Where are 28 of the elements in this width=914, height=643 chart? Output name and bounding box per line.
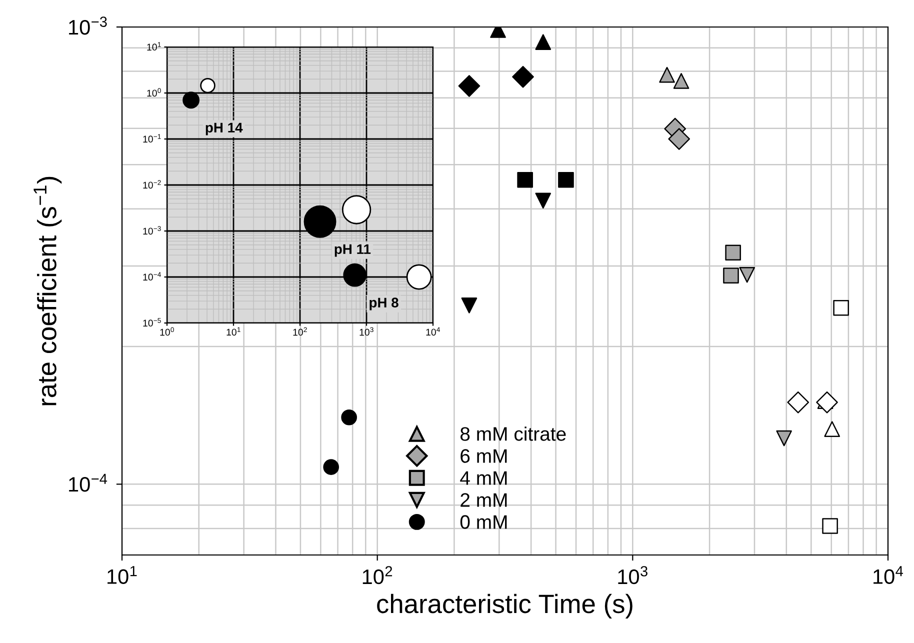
x-tick-label: 10$^{2}$ bbox=[293, 327, 307, 336]
x-tick-label: 10$^{4}$ bbox=[874, 566, 904, 584]
y-tick-label: 10$^{1}$ bbox=[147, 42, 161, 51]
legend-label: 4 mM bbox=[460, 471, 507, 485]
y-tick-label: 10$^{−4}$ bbox=[143, 272, 161, 281]
annotation: pH 11 bbox=[334, 244, 371, 257]
x-tick-label: 10$^{1}$ bbox=[226, 327, 240, 336]
annotation: pH 14 bbox=[206, 122, 243, 136]
y-tick-label: 10$^{−3}$ bbox=[69, 16, 107, 35]
x-tick-label: 10$^{2}$ bbox=[362, 566, 392, 584]
y-tick-label: 10$^{−4}$ bbox=[69, 474, 108, 492]
annotation: pH 8 bbox=[370, 298, 398, 310]
y-tick-label: 10$^{−2}$ bbox=[143, 180, 161, 189]
y-tick-label: 10$^{−1}$ bbox=[143, 134, 161, 143]
y-axis-title: rate coefficient (s$^{−1}$) bbox=[34, 176, 62, 406]
legend-label: 6 mM bbox=[460, 449, 507, 463]
x-tick-label: 10$^{3}$ bbox=[360, 327, 374, 336]
y-tick-label: 10$^{−3}$ bbox=[143, 226, 161, 235]
x-axis-title: characteristic Time (s) bbox=[377, 594, 632, 618]
legend-label: 8 mM citrate bbox=[460, 426, 566, 441]
y-tick-label: 10$^{−5}$ bbox=[143, 318, 161, 327]
x-tick-label: 10$^{3}$ bbox=[618, 566, 648, 584]
legend-label: 0 mM bbox=[460, 515, 507, 529]
x-tick-label: 10$^{0}$ bbox=[160, 327, 174, 336]
legend-label: 2 mM bbox=[460, 493, 507, 507]
x-tick-label: 10$^{4}$ bbox=[426, 327, 440, 336]
y-tick-label: 10$^{0}$ bbox=[147, 88, 161, 97]
x-tick-label: 10$^{1}$ bbox=[108, 566, 137, 584]
